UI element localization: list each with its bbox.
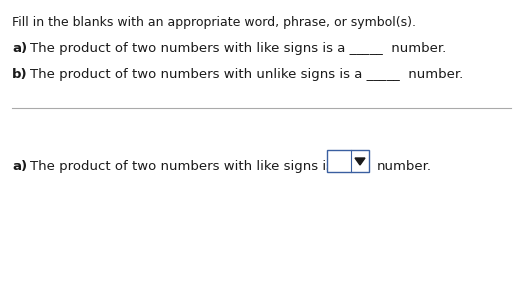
FancyBboxPatch shape (327, 150, 369, 172)
Text: b): b) (12, 68, 28, 81)
Text: a): a) (12, 42, 27, 55)
Polygon shape (355, 158, 365, 165)
Text: Fill in the blanks with an appropriate word, phrase, or symbol(s).: Fill in the blanks with an appropriate w… (12, 16, 416, 29)
Text: number.: number. (377, 160, 432, 173)
Text: The product of two numbers with like signs is a: The product of two numbers with like sig… (30, 160, 345, 173)
Text: The product of two numbers with unlike signs is a _____  number.: The product of two numbers with unlike s… (30, 68, 463, 81)
Text: The product of two numbers with like signs is a _____  number.: The product of two numbers with like sig… (30, 42, 446, 55)
Text: a): a) (12, 160, 27, 173)
